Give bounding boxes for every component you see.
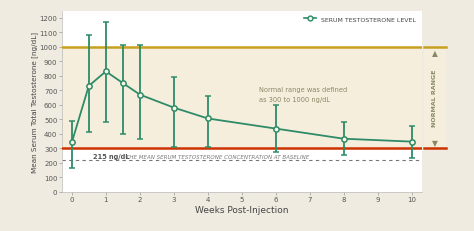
- X-axis label: Weeks Post-Injection: Weeks Post-Injection: [195, 205, 289, 214]
- Y-axis label: Mean Serum Total Testosterone [ng/dL]: Mean Serum Total Testosterone [ng/dL]: [31, 31, 38, 172]
- Text: ▼: ▼: [432, 139, 438, 147]
- Text: as 300 to 1000 ng/dL: as 300 to 1000 ng/dL: [259, 97, 330, 103]
- Text: ▲: ▲: [432, 49, 438, 58]
- Text: NORMAL RANGE: NORMAL RANGE: [432, 70, 438, 127]
- Bar: [62, 48, 422, 149]
- Text: THE MEAN SERUM TESTOSTERONE CONCENTRATION AT BASELINE: THE MEAN SERUM TESTOSTERONE CONCENTRATIO…: [126, 155, 310, 160]
- Text: Normal range was defined: Normal range was defined: [259, 86, 347, 92]
- Text: 215 ng/dL: 215 ng/dL: [93, 154, 129, 160]
- Legend: SERUM TESTOSTERONE LEVEL: SERUM TESTOSTERONE LEVEL: [301, 15, 419, 25]
